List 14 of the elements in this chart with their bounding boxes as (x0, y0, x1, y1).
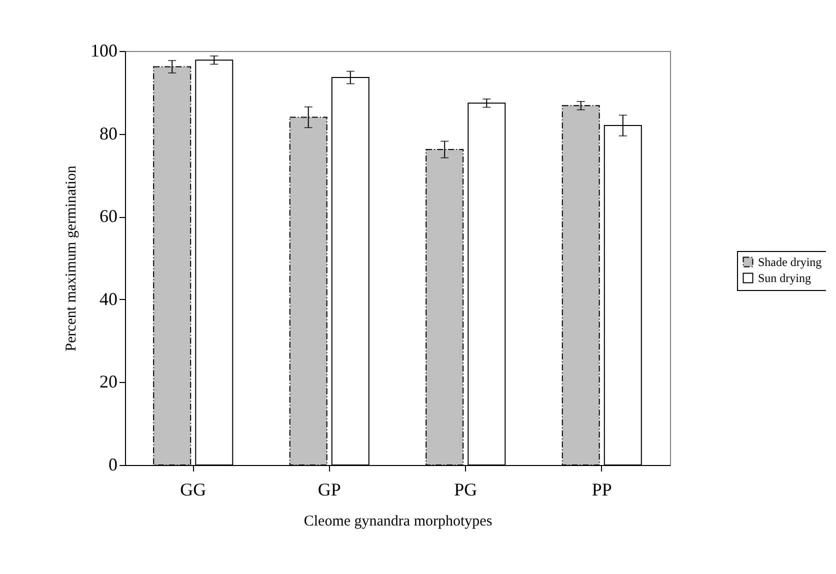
y-tick-label: 60 (100, 206, 118, 226)
legend-label: Shade drying (758, 255, 822, 269)
y-tick-label: 100 (90, 40, 118, 60)
x-tick-label: PP (592, 480, 612, 500)
y-tick-label: 20 (100, 372, 118, 392)
x-axis-title: Cleome gynandra morphotypes (304, 514, 492, 530)
y-tick-label: 40 (100, 288, 118, 309)
x-tick-label: GP (318, 480, 341, 500)
y-tick-label: 80 (100, 123, 118, 144)
legend-label: Sun drying (758, 271, 812, 285)
x-tick-label: PG (454, 480, 478, 500)
x-tick-label: GG (180, 480, 206, 500)
y-axis-title: Percent maximum germination (64, 165, 80, 352)
y-tick-label: 0 (108, 454, 118, 474)
